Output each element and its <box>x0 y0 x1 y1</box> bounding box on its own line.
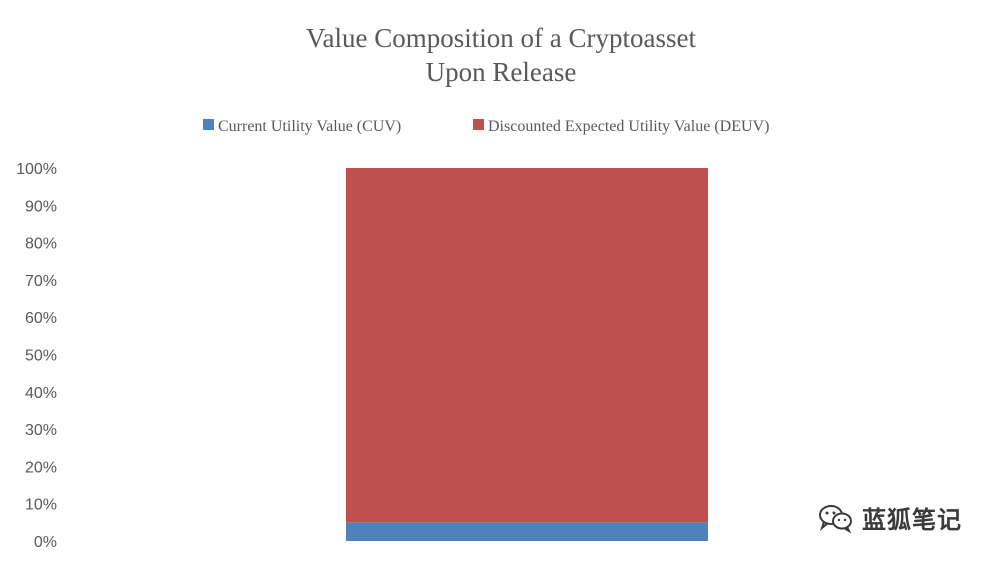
legend-label-deuv: Discounted Expected Utility Value (DEUV) <box>488 118 769 135</box>
legend-swatch-cuv <box>203 119 214 130</box>
legend-swatch-deuv <box>473 119 484 130</box>
watermark-text: 蓝狐笔记 <box>862 506 962 534</box>
wechat-icon <box>819 504 852 533</box>
chart-title-line-1: Value Composition of a Cryptoasset <box>306 23 696 53</box>
chart-title: Value Composition of a Cryptoasset Upon … <box>306 23 696 87</box>
y-tick-label: 60% <box>25 310 57 327</box>
legend: Current Utility Value (CUV) Discounted E… <box>203 118 769 135</box>
bar-segment-deuv <box>346 168 708 523</box>
y-axis: 0% 10% 20% 30% 40% 50% 60% 70% 80% 90% 100% <box>16 161 57 551</box>
legend-label-cuv: Current Utility Value (CUV) <box>218 118 401 135</box>
y-tick-label: 70% <box>25 273 57 290</box>
y-tick-label: 0% <box>34 534 57 551</box>
y-tick-label: 20% <box>25 459 57 476</box>
y-tick-label: 80% <box>25 236 57 253</box>
bars <box>346 168 708 541</box>
bar-segment-cuv <box>346 522 708 541</box>
y-tick-label: 50% <box>25 348 57 365</box>
watermark: 蓝狐笔记 <box>818 500 962 535</box>
y-tick-label: 40% <box>25 385 57 402</box>
chart-title-line-2: Upon Release <box>426 57 577 87</box>
y-tick-label: 100% <box>16 161 57 178</box>
y-tick-label: 90% <box>25 198 57 215</box>
y-tick-label: 10% <box>25 497 57 514</box>
y-tick-label: 30% <box>25 422 57 439</box>
